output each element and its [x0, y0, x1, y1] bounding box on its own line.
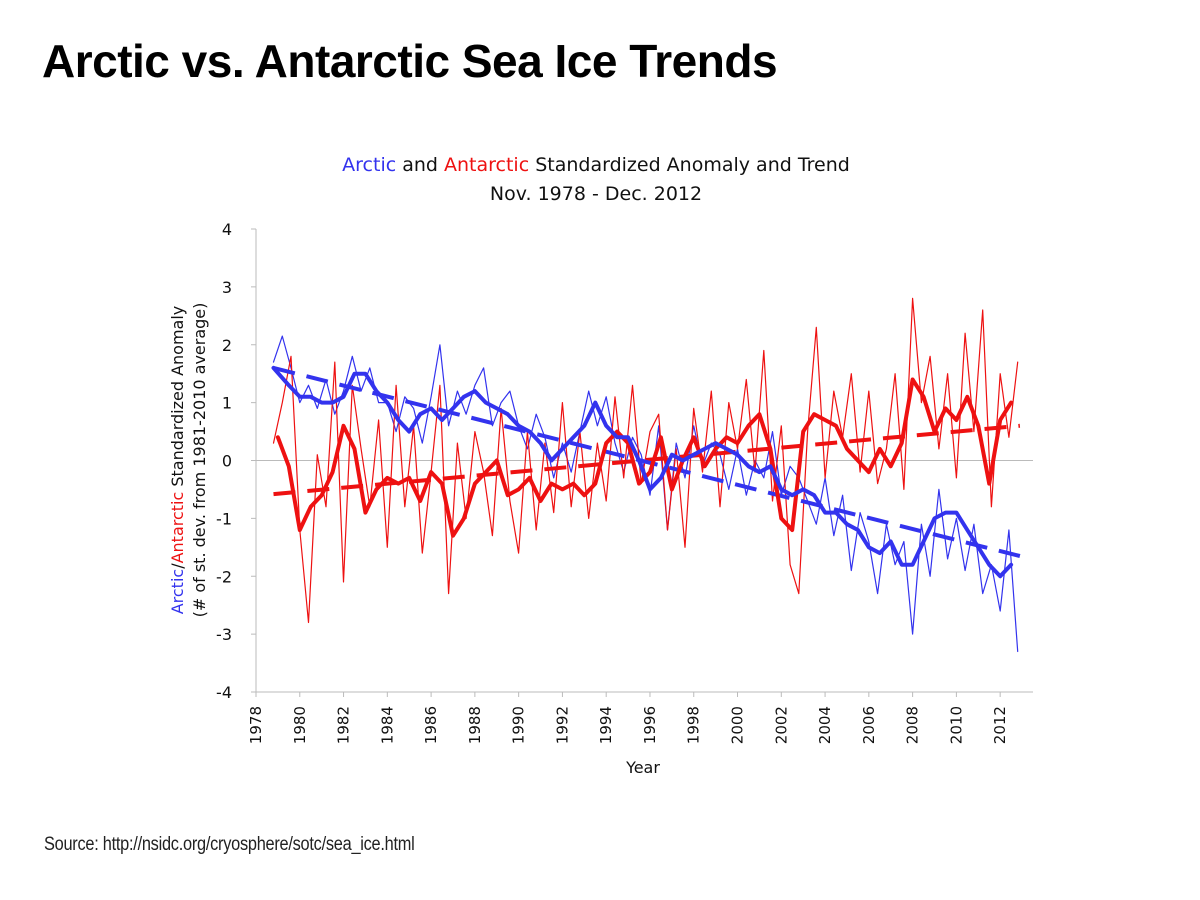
x-tick-label: 1984 — [378, 706, 396, 744]
x-tick-label: 1990 — [510, 706, 528, 744]
x-tick-label: 2010 — [947, 706, 965, 744]
x-tick-label: 1982 — [335, 706, 353, 744]
source-citation: Source: http://nsidc.org/cryosphere/sotc… — [44, 834, 415, 855]
x-tick-label: 2006 — [860, 706, 878, 744]
y-tick-label: -2 — [216, 567, 232, 586]
chart-title-antarctic: Antarctic — [444, 154, 529, 176]
x-tick-label: 2002 — [772, 706, 790, 744]
y-tick-label: 1 — [222, 394, 232, 413]
x-tick-label: 1980 — [291, 706, 309, 744]
x-tick-label: 1986 — [422, 706, 440, 744]
y-tick-label: 4 — [222, 220, 232, 239]
sea-ice-chart: Arctic and Antarctic Standardized Anomal… — [168, 154, 1033, 777]
y-axis-title: Arctic/Antarctic Standardized Anomaly (#… — [168, 303, 209, 618]
y-axis-title-line2: (# of st. dev. from 1981-2010 average) — [190, 303, 209, 618]
x-tick-label: 1994 — [597, 706, 615, 744]
x-tick-label: 1996 — [641, 706, 659, 744]
x-tick-label: 1978 — [247, 706, 265, 744]
chart-title: Arctic and Antarctic Standardized Anomal… — [342, 154, 850, 176]
arctic-trend-line — [273, 365, 1021, 558]
plot-area: -4 -3 -2 -1 0 1 2 3 4 1978 1980 1982 1984 1986 1988 199… — [216, 220, 1033, 744]
chart-title-rest: Standardized Anomaly and Trend — [529, 154, 850, 176]
y-axis-title-arctic: Arctic — [168, 569, 187, 614]
slide-title: Arctic vs. Antarctic Sea Ice Trends — [42, 35, 778, 87]
y-tick-label: 0 — [222, 452, 232, 471]
x-tick-label: 2008 — [904, 706, 922, 744]
x-tick-label: 1988 — [466, 706, 484, 744]
arctic-running-mean-line — [271, 365, 1014, 579]
y-axis-title-slash: / — [168, 563, 187, 569]
y-axis-title-rest: Standardized Anomaly — [168, 306, 187, 492]
antarctic-monthly-line — [272, 297, 1019, 624]
x-tick-label: 1998 — [685, 706, 703, 744]
y-tick-label: -4 — [216, 683, 232, 702]
x-tick-label: 2012 — [991, 706, 1009, 744]
x-tick-label: 2004 — [816, 706, 834, 744]
y-axis-title-line1: Arctic/Antarctic Standardized Anomaly — [168, 306, 187, 615]
x-axis-title: Year — [625, 758, 660, 777]
y-axis-title-antarctic: Antarctic — [168, 492, 187, 564]
y-tick-label: -3 — [216, 625, 232, 644]
y-tick-label: -1 — [216, 509, 232, 528]
arctic-monthly-line — [272, 335, 1019, 653]
x-tick-label: 1992 — [553, 706, 571, 744]
chart-subtitle: Nov. 1978 - Dec. 2012 — [490, 183, 702, 205]
y-tick-label: 2 — [222, 336, 232, 355]
y-tick-label: 3 — [222, 278, 232, 297]
chart-title-and: and — [396, 154, 444, 176]
x-tick-label: 2000 — [729, 706, 747, 744]
chart-title-arctic: Arctic — [342, 154, 396, 176]
